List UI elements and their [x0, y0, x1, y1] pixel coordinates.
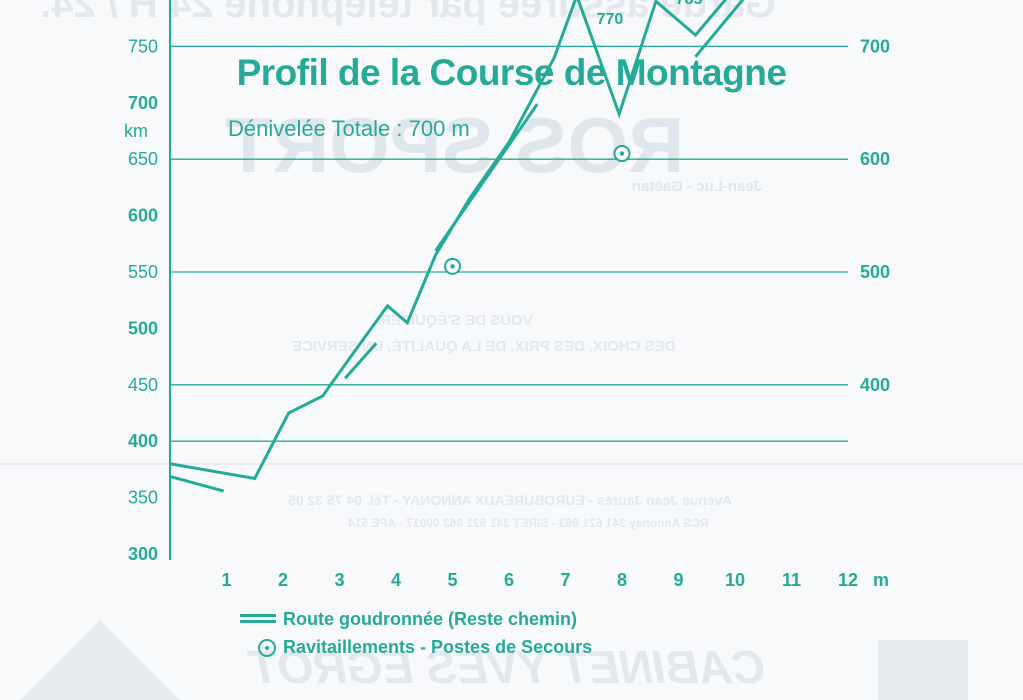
y-tick-right-500: 500	[860, 262, 890, 282]
x-tick-2: 2	[278, 570, 288, 590]
x-tick-10: 10	[725, 570, 745, 590]
road-segment-1	[169, 474, 225, 493]
y-tick-left-500: 500	[128, 318, 158, 338]
y-tick-right-600: 600	[860, 149, 890, 169]
chart-subtitle: Dénivelée Totale : 700 m	[228, 116, 470, 141]
y-tick-left-400: 400	[128, 431, 158, 451]
road-segment-2	[344, 342, 378, 380]
x-tick-4: 4	[391, 570, 401, 590]
watermark-bottom-left-logo	[20, 620, 180, 700]
x-tick-3: 3	[334, 570, 344, 590]
watermark-fold-line	[0, 463, 1023, 465]
y-tick-left-550: 550	[128, 262, 158, 282]
x-tick-7: 7	[560, 570, 570, 590]
road-segment-3	[434, 103, 539, 252]
altitude-label-785: 785	[676, 0, 703, 8]
refreshment-point-dot-2	[619, 151, 625, 156]
y-axis-unit: km	[124, 121, 148, 141]
y-tick-left-700: 700	[128, 93, 158, 113]
y-tick-left-300: 300	[128, 544, 158, 564]
y-tick-left-750: 750	[128, 36, 158, 56]
x-tick-12: 12	[838, 570, 858, 590]
y-tick-right-400: 400	[860, 375, 890, 395]
elevation-profile-line	[169, 0, 728, 481]
y-tick-left-450: 450	[128, 375, 158, 395]
legend-road-symbol	[240, 614, 276, 624]
legend-refreshment-label: Ravitaillements - Postes de Secours	[283, 637, 593, 657]
x-tick-1: 1	[221, 570, 231, 590]
refreshment-point-dot-1	[450, 264, 455, 269]
x-tick-11: 11	[782, 570, 801, 590]
altitude-label-770: 770	[597, 11, 624, 28]
y-tick-right-700: 700	[860, 36, 890, 56]
legend-refreshment-symbol	[258, 639, 276, 657]
y-tick-left-650: 650	[128, 149, 158, 169]
chart-title: Profil de la Course de Montagne	[236, 52, 787, 93]
x-tick-6: 6	[504, 570, 514, 590]
y-tick-left-600: 600	[128, 206, 158, 226]
x-tick-9: 9	[673, 570, 683, 590]
x-axis-unit: m	[873, 570, 889, 590]
legend-road-label: Route goudronnée (Reste chemin)	[283, 609, 578, 629]
watermark-bottom-right-logo	[878, 640, 968, 700]
x-tick-8: 8	[617, 570, 627, 590]
y-tick-left-350: 350	[128, 488, 158, 508]
x-tick-5: 5	[447, 570, 457, 590]
road-segment-4	[694, 0, 745, 58]
